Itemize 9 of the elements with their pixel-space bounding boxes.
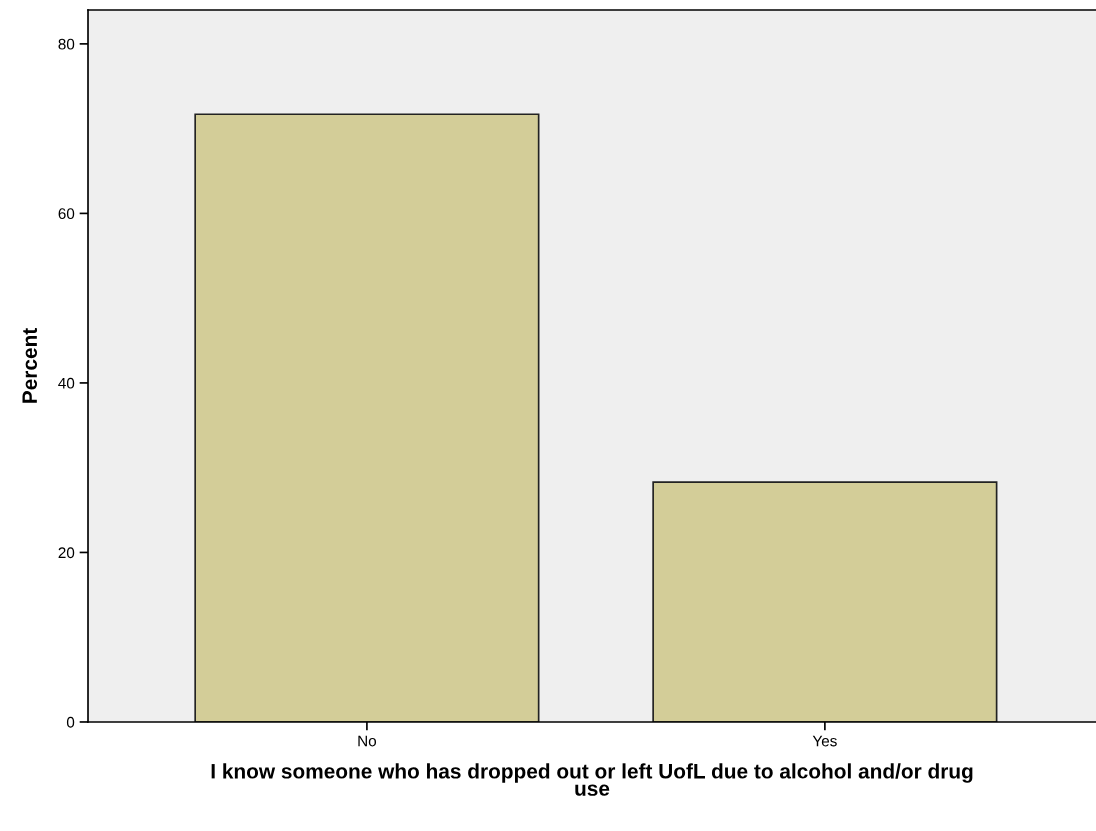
y-tick-label: 40: [58, 377, 75, 389]
y-tick-label: 0: [66, 716, 75, 728]
y-tick-label: 60: [58, 208, 75, 220]
x-axis-title: I know someone who has dropped out or left UofL due to alcohol and/or drug use: [211, 763, 973, 796]
x-tick-label: No: [358, 735, 377, 747]
y-tick-label: 80: [58, 38, 75, 50]
y-tick-label: 20: [58, 547, 75, 559]
x-tick-label: Yes: [812, 735, 837, 747]
y-axis-title: Percent: [22, 328, 38, 403]
